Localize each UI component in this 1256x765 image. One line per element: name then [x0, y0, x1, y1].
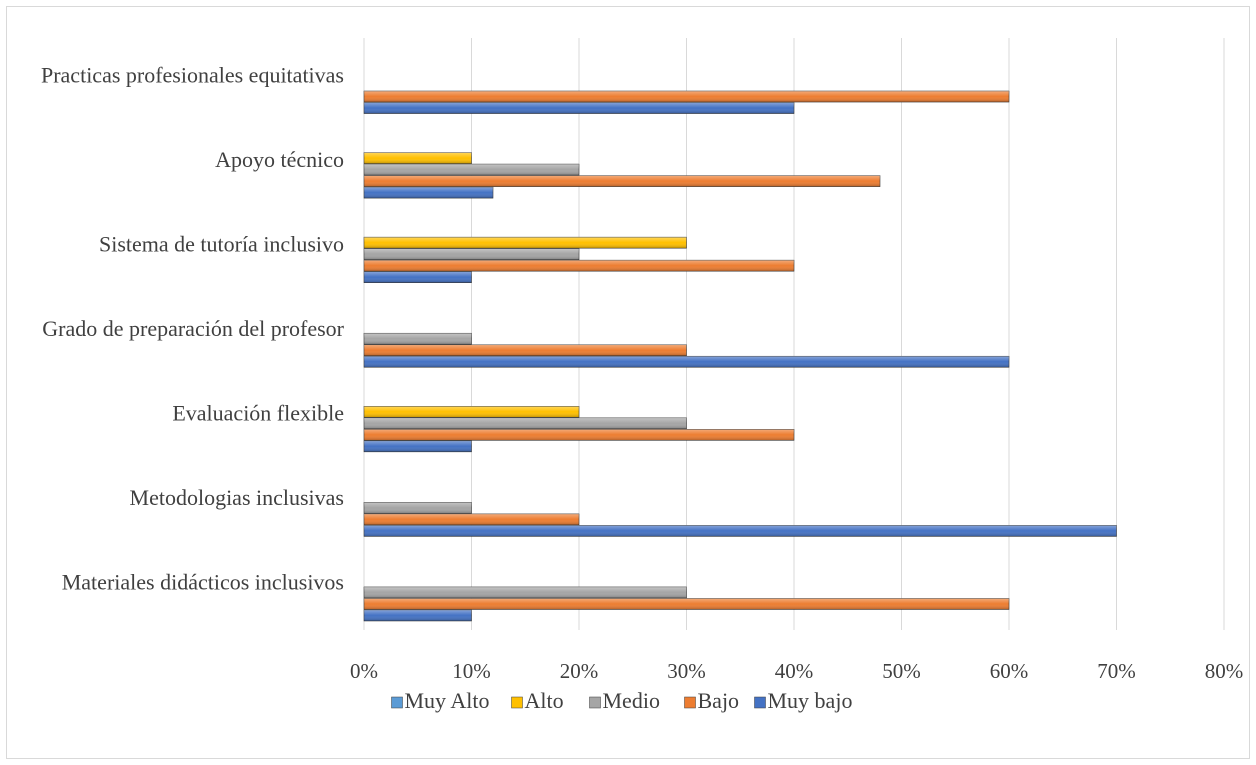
bar	[363, 586, 687, 599]
bar	[363, 609, 472, 622]
bar	[363, 417, 687, 430]
category-label: Evaluación flexible	[172, 401, 344, 426]
x-tick-label: 10%	[452, 659, 491, 683]
legend-item: Bajo	[684, 688, 740, 713]
category-label: Metodologias inclusivas	[130, 485, 344, 510]
x-tick-label: 30%	[667, 659, 706, 683]
legend-item: Alto	[511, 688, 564, 713]
x-tick-label: 70%	[1097, 659, 1136, 683]
category-labels: Practicas profesionales equitativas Apoyo…	[41, 62, 345, 594]
legend-swatch	[684, 696, 696, 709]
bar	[363, 332, 472, 345]
bar	[363, 502, 472, 514]
bar	[363, 406, 580, 418]
legend-label: Bajo	[698, 688, 740, 713]
bar	[363, 152, 472, 164]
x-tick-label: 0%	[350, 659, 378, 683]
legend-label: Muy bajo	[768, 688, 853, 713]
bars	[363, 90, 1117, 622]
bar	[363, 355, 1010, 368]
legend-item: Medio	[589, 688, 660, 713]
legend-item: Muy Alto	[391, 688, 490, 713]
bar	[363, 186, 494, 199]
bar	[363, 525, 1117, 537]
chart-frame	[6, 6, 1250, 759]
bar	[363, 429, 795, 441]
bar	[363, 248, 580, 260]
bar	[363, 598, 1010, 610]
bar	[363, 102, 795, 114]
bar	[363, 513, 580, 526]
legend-swatch	[589, 696, 601, 709]
legend-swatch	[754, 696, 766, 709]
bar	[363, 175, 881, 187]
legend-label: Alto	[525, 688, 564, 713]
legend-swatch	[391, 696, 403, 709]
category-label: Practicas profesionales equitativas	[41, 62, 344, 87]
x-tick-labels: 0% 10% 20% 30% 40% 50% 60% 70% 80%	[350, 659, 1243, 683]
category-label: Sistema de tutoría inclusivo	[99, 231, 344, 256]
legend-label: Muy Alto	[405, 688, 490, 713]
bar	[363, 90, 1010, 103]
bar	[363, 440, 472, 453]
legend-swatch	[511, 696, 523, 709]
category-label: Apoyo técnico	[215, 147, 344, 172]
x-tick-label: 60%	[990, 659, 1029, 683]
gridlines	[363, 38, 1225, 630]
bar	[363, 259, 795, 272]
legend-item: Muy bajo	[754, 688, 853, 713]
x-tick-label: 80%	[1205, 659, 1244, 683]
bar	[363, 344, 687, 357]
bar	[363, 163, 580, 176]
category-label: Grado de preparación del profesor	[42, 316, 344, 341]
bar	[363, 236, 687, 249]
category-label: Materiales didácticos inclusivos	[62, 570, 344, 595]
x-tick-label: 50%	[882, 659, 921, 683]
x-tick-label: 20%	[560, 659, 599, 683]
x-tick-label: 40%	[775, 659, 814, 683]
legend: Muy Alto Alto Medio Bajo Muy bajo	[391, 688, 853, 713]
legend-label: Medio	[603, 688, 660, 713]
bar	[363, 271, 472, 283]
